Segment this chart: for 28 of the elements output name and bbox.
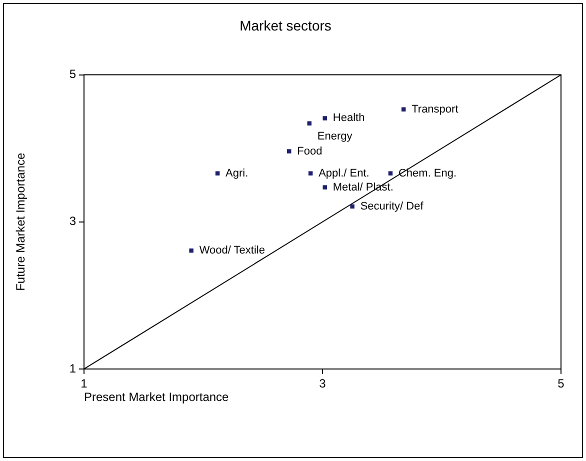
chart-title: Market sectors: [240, 17, 332, 34]
annotation: Agri.: [226, 167, 248, 180]
y-tick-label: 3: [69, 214, 76, 228]
point: [401, 107, 406, 112]
annotation: Chem. Eng.: [398, 167, 457, 180]
annotation: Wood/ Textile: [199, 244, 265, 257]
point: [215, 171, 220, 176]
point: [322, 116, 328, 120]
x-tick-label: 3: [319, 376, 326, 391]
x-axis-title: Present Market Importance: [84, 390, 230, 404]
point: [322, 185, 328, 190]
y-axis-title: Future Market Importance: [14, 152, 28, 291]
point: [388, 171, 393, 176]
x-tick-label: 5: [558, 376, 565, 391]
annotation: Health: [332, 112, 365, 124]
annotation: Energy: [317, 130, 353, 142]
point: [286, 149, 292, 154]
point: [189, 248, 194, 253]
y-tick-label: 1: [69, 361, 76, 376]
annotation: Appl./ Ent.: [318, 167, 370, 180]
annotation: Food: [297, 145, 322, 158]
y-tick-label: 5: [69, 67, 76, 82]
annotation: Transport: [412, 103, 458, 116]
point: [307, 121, 312, 126]
x-tick-label: 1: [80, 376, 88, 391]
point: [308, 171, 313, 176]
point: [350, 204, 354, 209]
annotation: Security/ Def: [360, 200, 424, 212]
